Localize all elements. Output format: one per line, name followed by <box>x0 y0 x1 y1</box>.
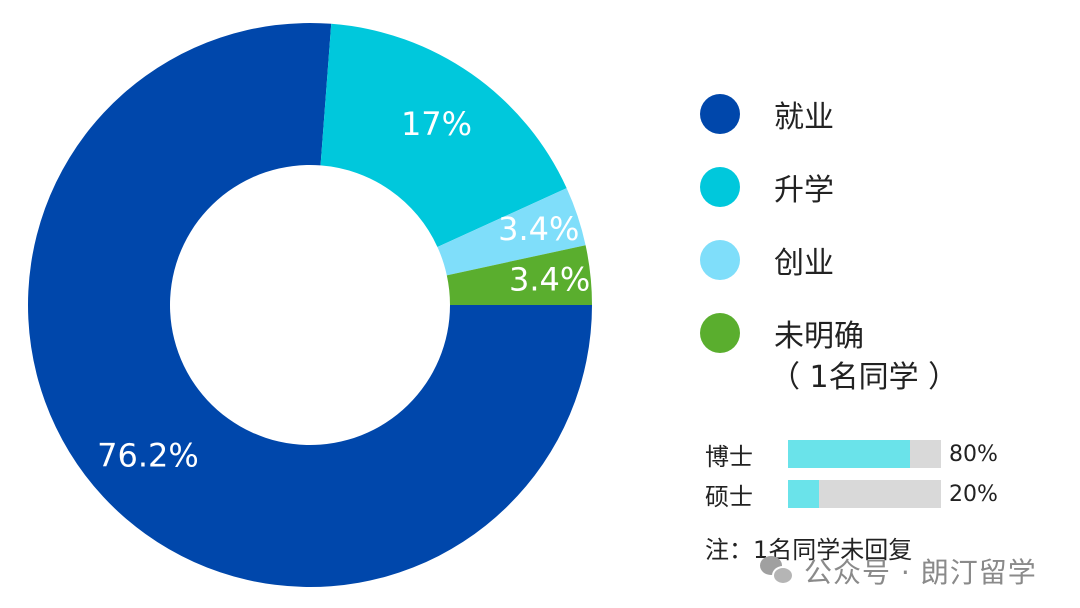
slice-startup <box>437 188 586 276</box>
slice-label: 3.4% <box>509 260 590 298</box>
watermark-text: 公众号 · 朗汀留学 <box>804 556 1037 589</box>
legend-label: 升学 <box>774 173 834 208</box>
legend-label: 未明确 <box>774 319 864 354</box>
slice-further-study <box>320 23 567 247</box>
slice-label: 76.2% <box>97 436 199 474</box>
bar-fill <box>788 480 819 508</box>
legend-label: 创业 <box>774 246 834 281</box>
donut-chart: 76.2% 17% 3.4% 3.4% <box>27 22 592 587</box>
legend-item-undecided: 未明确 <box>700 309 864 357</box>
legend-dot <box>700 167 740 207</box>
legend-item-employment: 就业 <box>700 90 834 138</box>
slice-label: 3.4% <box>498 210 579 248</box>
slice-undecided <box>446 245 592 305</box>
bar-track <box>788 440 941 468</box>
bar-fill <box>788 440 911 468</box>
legend-dot <box>700 313 740 353</box>
wechat-icon <box>760 556 794 586</box>
slice-label: 17% <box>401 105 472 143</box>
watermark: 公众号 · 朗汀留学 <box>760 551 1037 591</box>
bar-label: 硕士 <box>705 482 753 511</box>
legend-sub-label: （ 1名同学 ） <box>770 360 959 395</box>
footnote: 注：1名同学未回复 <box>705 536 913 564</box>
bar-row-masters: 硕士 20% <box>705 478 998 511</box>
legend-label: 就业 <box>774 100 834 135</box>
slice-employment <box>27 22 592 587</box>
legend-item-startup: 创业 <box>700 236 834 284</box>
bar-value-label: 20% <box>949 481 998 507</box>
bar-value-label: 80% <box>949 441 998 467</box>
legend-item-further-study: 升学 <box>700 163 834 211</box>
legend-dot <box>700 94 740 134</box>
bar-label: 博士 <box>705 442 753 471</box>
bar-row-phd: 博士 80% <box>705 438 998 471</box>
bar-track <box>788 480 941 508</box>
legend-dot <box>700 240 740 280</box>
